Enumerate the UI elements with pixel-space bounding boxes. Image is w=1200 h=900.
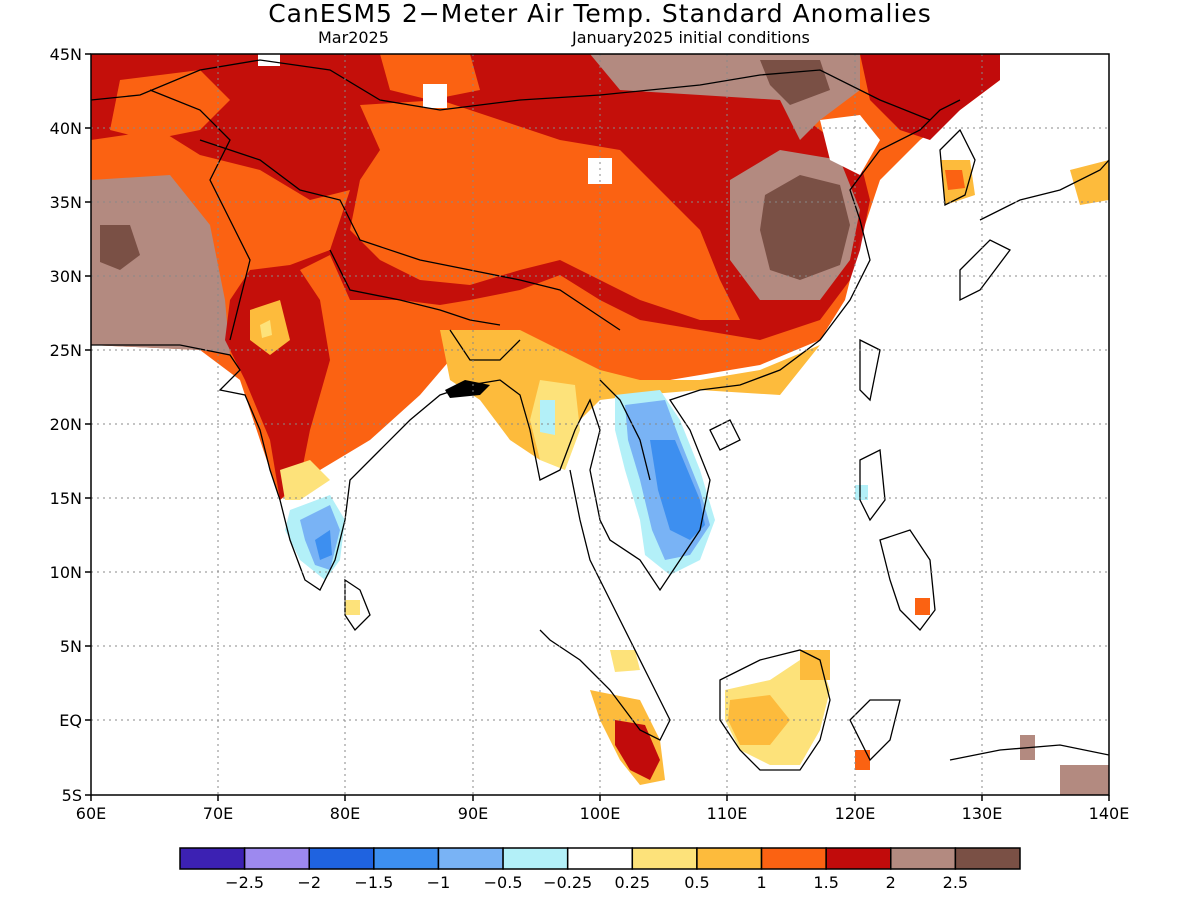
latitude-labels: 45N 40N 35N 30N 25N 20N 15N 10N 5N EQ 5S (50, 45, 82, 805)
lon-label: 80E (330, 804, 360, 823)
lon-label: 110E (707, 804, 748, 823)
lon-label: 90E (458, 804, 488, 823)
anomaly-shading (91, 54, 1109, 795)
axis-ticks (85, 53, 1110, 801)
lon-label: 100E (580, 804, 621, 823)
colorbar-label: 2.5 (943, 873, 968, 892)
ganges-delta (445, 380, 490, 398)
colorbar-swatch (437, 847, 504, 870)
colorbar-label: 0.5 (684, 873, 709, 892)
lat-label: 40N (50, 119, 82, 138)
colorbar-label: −2 (297, 873, 321, 892)
lon-label: 70E (203, 804, 233, 823)
lat-label: 35N (50, 193, 82, 212)
colorbar-label: −1.5 (354, 873, 393, 892)
lon-label: 140E (1089, 804, 1130, 823)
lat-label: 25N (50, 341, 82, 360)
lat-label: 20N (50, 415, 82, 434)
colorbar-swatch (890, 847, 957, 870)
colorbar-label: −0.25 (543, 873, 592, 892)
colorbar-label: 1 (756, 873, 766, 892)
coastlines (91, 59, 1109, 771)
colorbar-swatch (696, 847, 763, 870)
lon-label: 120E (835, 804, 876, 823)
colorbar-label: 1.5 (813, 873, 838, 892)
lat-label: 15N (50, 489, 82, 508)
colorbar: −2.5 −2 −1.5 −1 −0.5 −0.25 0.25 0.5 1 1.5 2 2.5 (179, 847, 1021, 892)
colorbar-swatch (502, 847, 569, 870)
initial-conditions-label: January2025 initial conditions (572, 28, 810, 47)
colorbar-swatch (566, 847, 634, 870)
colorbar-swatch (631, 847, 698, 870)
gridlines (91, 54, 1109, 795)
colorbar-label: −0.5 (484, 873, 523, 892)
map-title: CanESM5 2−Meter Air Temp. Standard Anoma… (268, 0, 932, 28)
colorbar-swatch (373, 847, 440, 870)
lat-label: 5N (60, 637, 82, 656)
lat-label: 10N (50, 563, 82, 582)
valid-month-label: Mar2025 (318, 28, 389, 47)
colorbar-label: −1 (427, 873, 451, 892)
colorbar-label: 2 (886, 873, 896, 892)
lat-label: 5S (62, 786, 82, 805)
colorbar-swatch (954, 847, 1021, 870)
colorbar-swatch (179, 847, 246, 870)
colorbar-swatch (308, 847, 375, 870)
lat-label: 30N (50, 267, 82, 286)
lon-label: 130E (962, 804, 1003, 823)
lat-label: 45N (50, 45, 82, 64)
colorbar-swatch (243, 847, 310, 870)
colorbar-swatch (825, 847, 892, 870)
longitude-labels: 60E 70E 80E 90E 100E 110E 120E 130E 140E (76, 804, 1130, 823)
lon-label: 60E (76, 804, 106, 823)
colorbar-swatch (760, 847, 827, 870)
colorbar-label: 0.25 (614, 873, 650, 892)
lat-label: EQ (59, 711, 82, 730)
colorbar-label: −2.5 (225, 873, 264, 892)
